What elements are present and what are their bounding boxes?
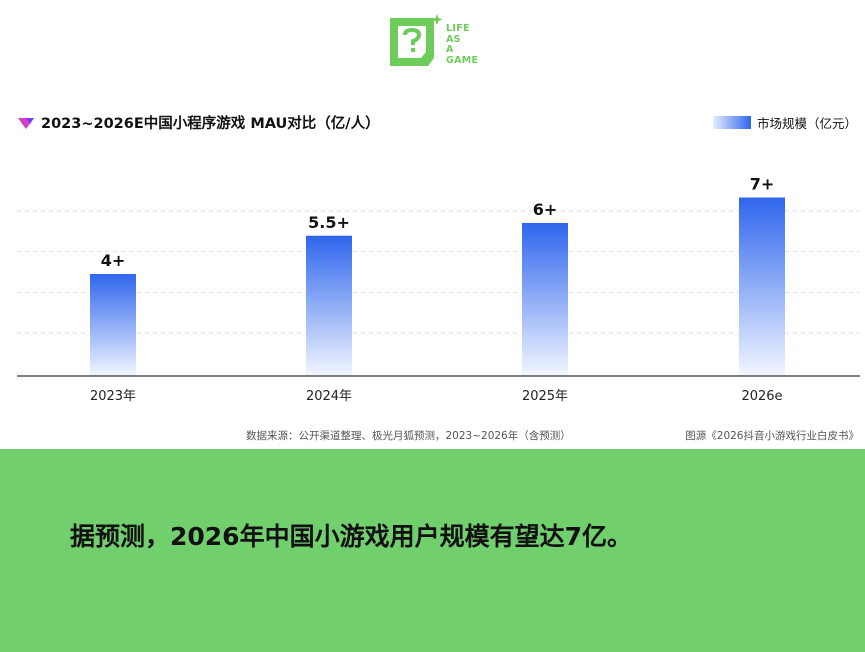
logo-wordmark: LIFE AS A GAME [446,23,479,66]
data-label: 5.5+ [308,213,350,232]
bar-1 [90,274,136,376]
logo-line: AS [446,33,461,45]
legend-label: 市场规模（亿元） [756,116,857,131]
triangle-bullet-icon [18,117,34,129]
x-tick-label: 2024年 [306,389,352,404]
bar-chart: 4+ 2023年 5.5+ 2024年 6+ 2025年 7+ 2026e [17,175,860,404]
source-note: 数据来源：公开渠道整理、极光月狐预测，2023~2026年（含预测） [246,430,571,442]
image-source: 图源《2026抖音小游戏行业白皮书》 [685,430,859,442]
life-as-a-game-logo-icon [390,14,443,66]
bar-3 [522,223,568,376]
logo-line: LIFE [446,23,470,34]
data-label: 7+ [750,175,775,194]
chart-title: 2023~2026E中国小程序游戏 MAU对比（亿/人） [41,116,380,132]
bar-2 [306,235,352,376]
banner-text: 据预测，2026年中国小游戏用户规模有望达7亿。 [70,522,632,551]
data-label: 4+ [101,251,126,270]
data-label: 6+ [533,200,558,219]
legend-swatch [712,116,751,129]
x-tick-label: 2026e [741,389,782,404]
chart-legend: 市场规模（亿元） [712,113,857,132]
logo-line: A [446,44,454,55]
logo-line: GAME [446,54,479,66]
chart-header: 2023~2026E中国小程序游戏 MAU对比（亿/人） [17,112,380,133]
summary-banner: 据预测，2026年中国小游戏用户规模有望达7亿。 [0,449,865,652]
bar-4 [739,197,785,376]
x-tick-label: 2023年 [90,389,136,404]
x-tick-label: 2025年 [522,389,568,404]
